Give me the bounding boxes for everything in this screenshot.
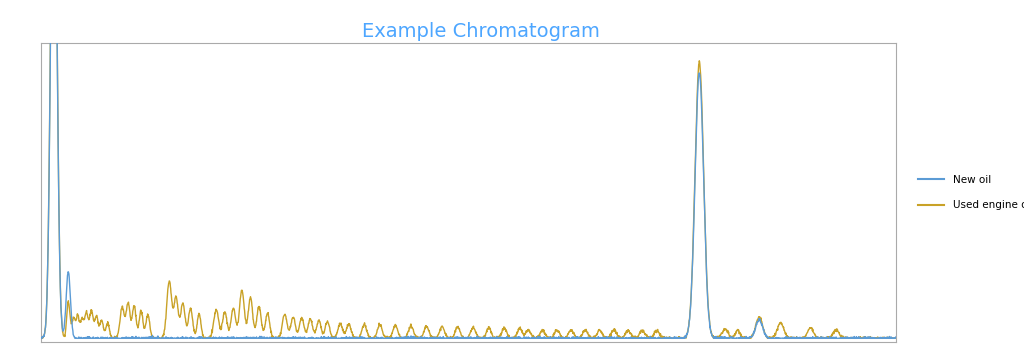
Legend: New oil, Used engine oil: New oil, Used engine oil <box>919 175 1024 210</box>
Text: Example Chromatogram: Example Chromatogram <box>362 22 600 41</box>
